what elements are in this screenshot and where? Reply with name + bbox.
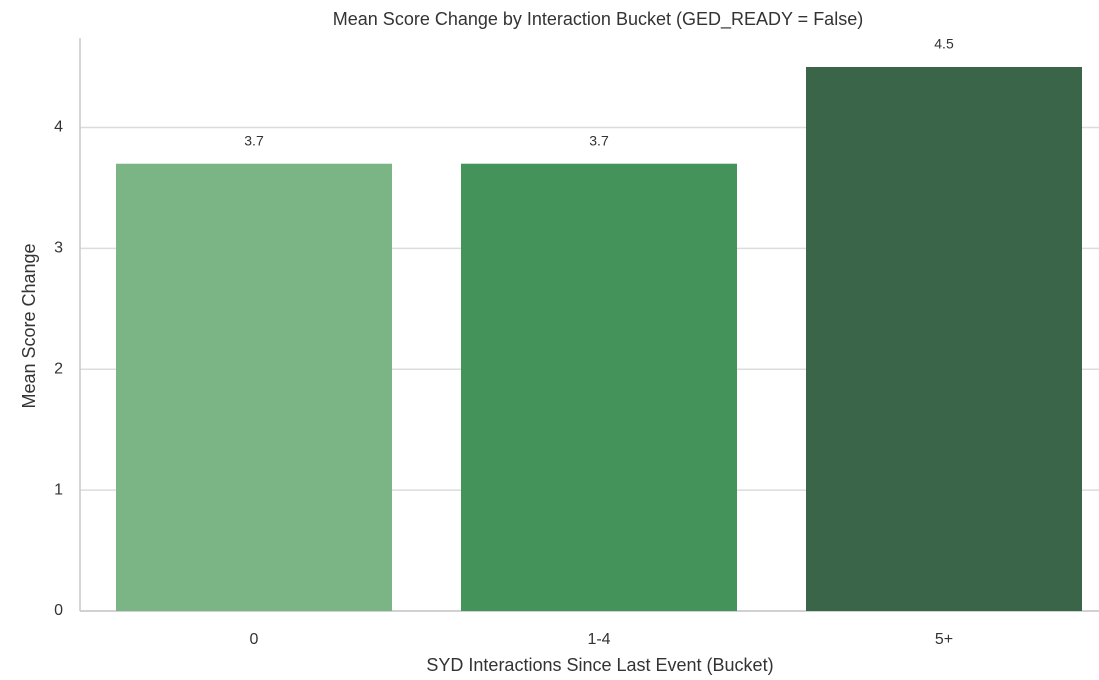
value-label: 4.5	[934, 36, 954, 52]
x-tick-label: 1-4	[587, 631, 610, 648]
x-tick-label: 0	[250, 631, 259, 648]
bar	[806, 67, 1082, 612]
y-tick-label: 0	[54, 602, 63, 619]
y-tick-label: 2	[54, 360, 63, 377]
bar	[116, 163, 392, 612]
x-axis-label: SYD Interactions Since Last Event (Bucke…	[426, 655, 773, 675]
value-label: 3.7	[244, 132, 264, 148]
y-axis-label: Mean Score Change	[19, 243, 39, 408]
y-tick-label: 1	[54, 481, 63, 498]
chart-title: Mean Score Change by Interaction Bucket …	[333, 9, 863, 30]
y-tick-label: 3	[54, 240, 63, 257]
y-tick-label: 4	[54, 119, 63, 136]
bar	[461, 163, 737, 612]
x-tick-label: 5+	[935, 631, 953, 648]
value-label: 3.7	[589, 132, 609, 148]
